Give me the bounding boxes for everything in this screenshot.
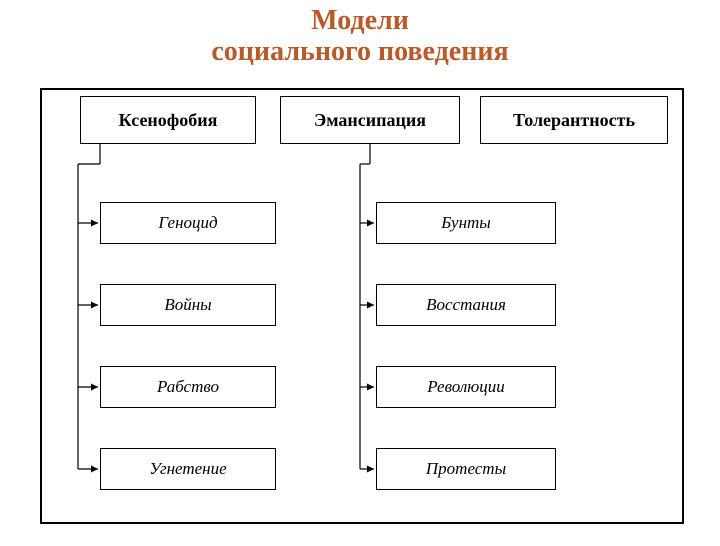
right-child-label: Революции [427,377,504,397]
right-child-riots: Бунты [376,202,556,244]
right-child-protests: Протесты [376,448,556,490]
top-node-xenophobia: Ксенофобия [80,96,256,144]
left-child-oppression: Угнетение [100,448,276,490]
left-child-label: Войны [164,295,211,315]
top-node-label: Ксенофобия [119,110,218,131]
right-child-label: Протесты [426,459,506,479]
title-line-1: Модели [311,5,409,36]
left-child-genocide: Геноцид [100,202,276,244]
top-node-emancipation: Эмансипация [280,96,460,144]
left-child-wars: Войны [100,284,276,326]
diagram-title: Модели социального поведения [0,6,720,68]
right-child-revolutions: Революции [376,366,556,408]
left-child-slavery: Рабство [100,366,276,408]
right-child-label: Бунты [441,213,491,233]
left-child-label: Рабство [157,377,219,397]
left-child-label: Угнетение [149,459,226,479]
top-node-label: Толерантность [513,110,635,131]
right-child-uprisings: Восстания [376,284,556,326]
left-child-label: Геноцид [158,213,217,233]
top-node-label: Эмансипация [314,110,426,131]
title-line-2: социального поведения [211,36,508,67]
top-node-tolerance: Толерантность [480,96,668,144]
right-child-label: Восстания [426,295,506,315]
